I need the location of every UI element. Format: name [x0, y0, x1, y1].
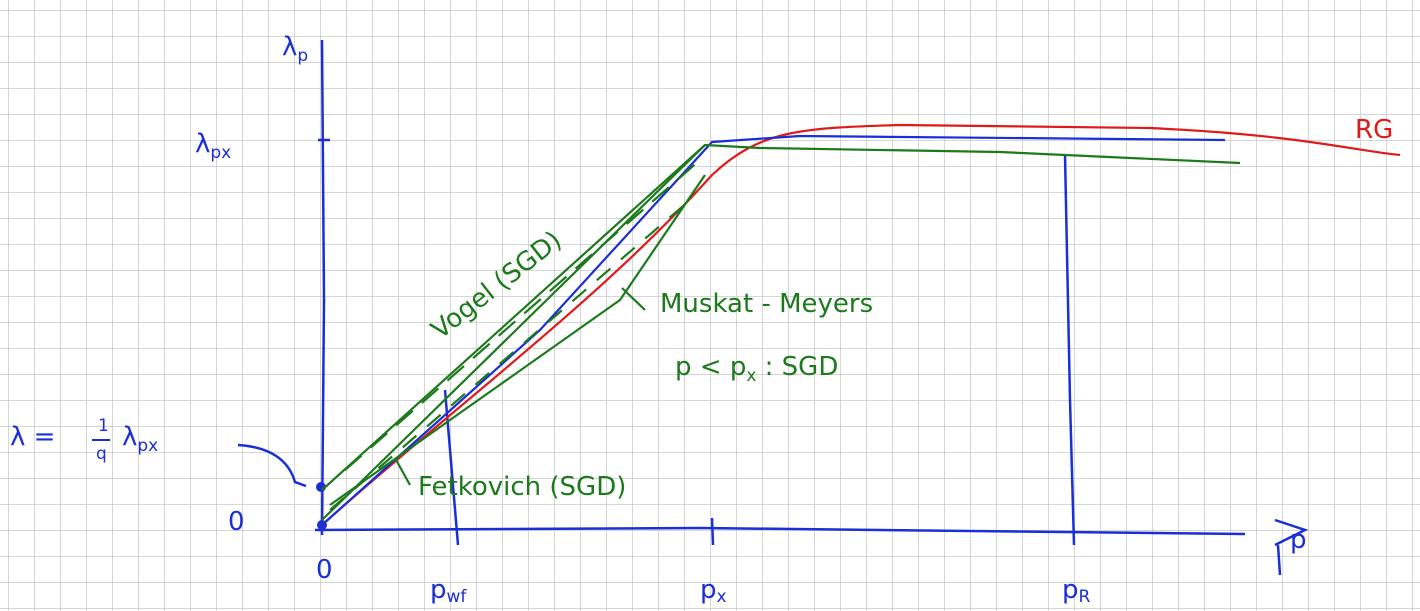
- label-main: λ: [122, 422, 137, 452]
- note-main: p < p: [675, 352, 746, 382]
- label-main: λ: [282, 32, 297, 62]
- x-axis-label: p: [1290, 525, 1307, 555]
- label-main: p: [1062, 575, 1079, 605]
- label-sub: R: [1079, 587, 1091, 607]
- fraction-num: 1: [98, 416, 109, 436]
- label-sub: px: [137, 436, 158, 456]
- label-main: p: [430, 575, 447, 605]
- y-origin-label: 0: [228, 507, 245, 537]
- label-sub: x: [717, 587, 727, 607]
- label-sub: px: [210, 143, 231, 163]
- muskat-note: p < px : SGD: [675, 352, 838, 386]
- label-main: p: [700, 575, 717, 605]
- label-main: λ: [195, 129, 210, 159]
- px-tick: [712, 518, 713, 545]
- label-sub: wf: [447, 587, 468, 607]
- muskat-label: Muskat - Meyers: [660, 289, 873, 319]
- note-rest: : SGD: [756, 352, 838, 382]
- note-sub: x: [746, 366, 756, 386]
- rg-label: RG: [1355, 115, 1393, 145]
- label-sub: p: [297, 46, 308, 66]
- diagram: λp λpx λ =1qλpx 0 0 p pwf px pR RG Vogel…: [0, 0, 1420, 611]
- x-origin-label: 0: [316, 555, 333, 585]
- fetkovich-label: Fetkovich (SGD): [418, 472, 626, 502]
- fraction-den: q: [96, 444, 107, 464]
- page: λp λpx λ =1qλpx 0 0 p pwf px pR RG Vogel…: [0, 0, 1420, 611]
- label-lhs: λ =: [10, 422, 55, 452]
